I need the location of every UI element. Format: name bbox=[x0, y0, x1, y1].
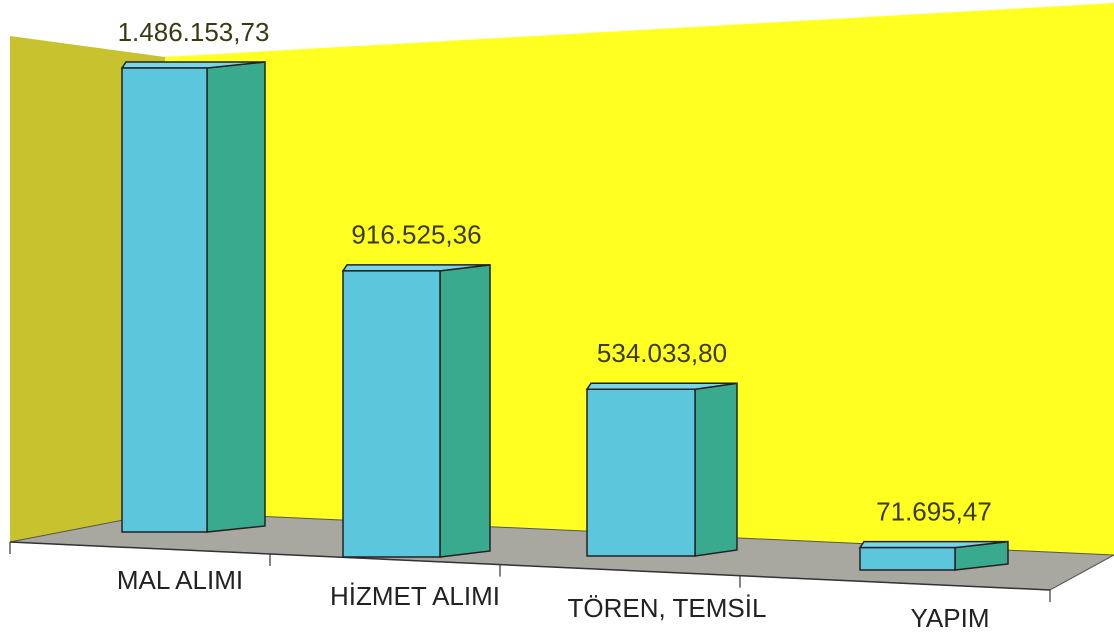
bar-front bbox=[586, 388, 696, 557]
bar-side bbox=[206, 61, 266, 533]
value-label: 71.695,47 bbox=[876, 496, 992, 526]
bar bbox=[341, 264, 491, 558]
x-tick-label: HİZMET ALIMI bbox=[330, 581, 500, 611]
bar-side bbox=[439, 264, 491, 558]
front-edge bbox=[9, 541, 1051, 591]
x-tick-label: TÖREN, TEMSİL bbox=[568, 593, 767, 623]
bar-side bbox=[694, 382, 738, 557]
bar bbox=[585, 382, 738, 557]
x-tick-label: MAL ALIMI bbox=[117, 565, 243, 595]
bar bbox=[858, 540, 1009, 571]
bar-front bbox=[859, 546, 956, 571]
bar-front bbox=[121, 67, 208, 533]
value-label: 1.486.153,73 bbox=[118, 17, 270, 47]
value-label: 916.525,36 bbox=[351, 220, 481, 250]
x-tick-label: YAPIM bbox=[911, 603, 990, 633]
value-label: 534.033,80 bbox=[597, 338, 727, 368]
bar bbox=[120, 61, 266, 533]
bar-front bbox=[342, 270, 441, 558]
